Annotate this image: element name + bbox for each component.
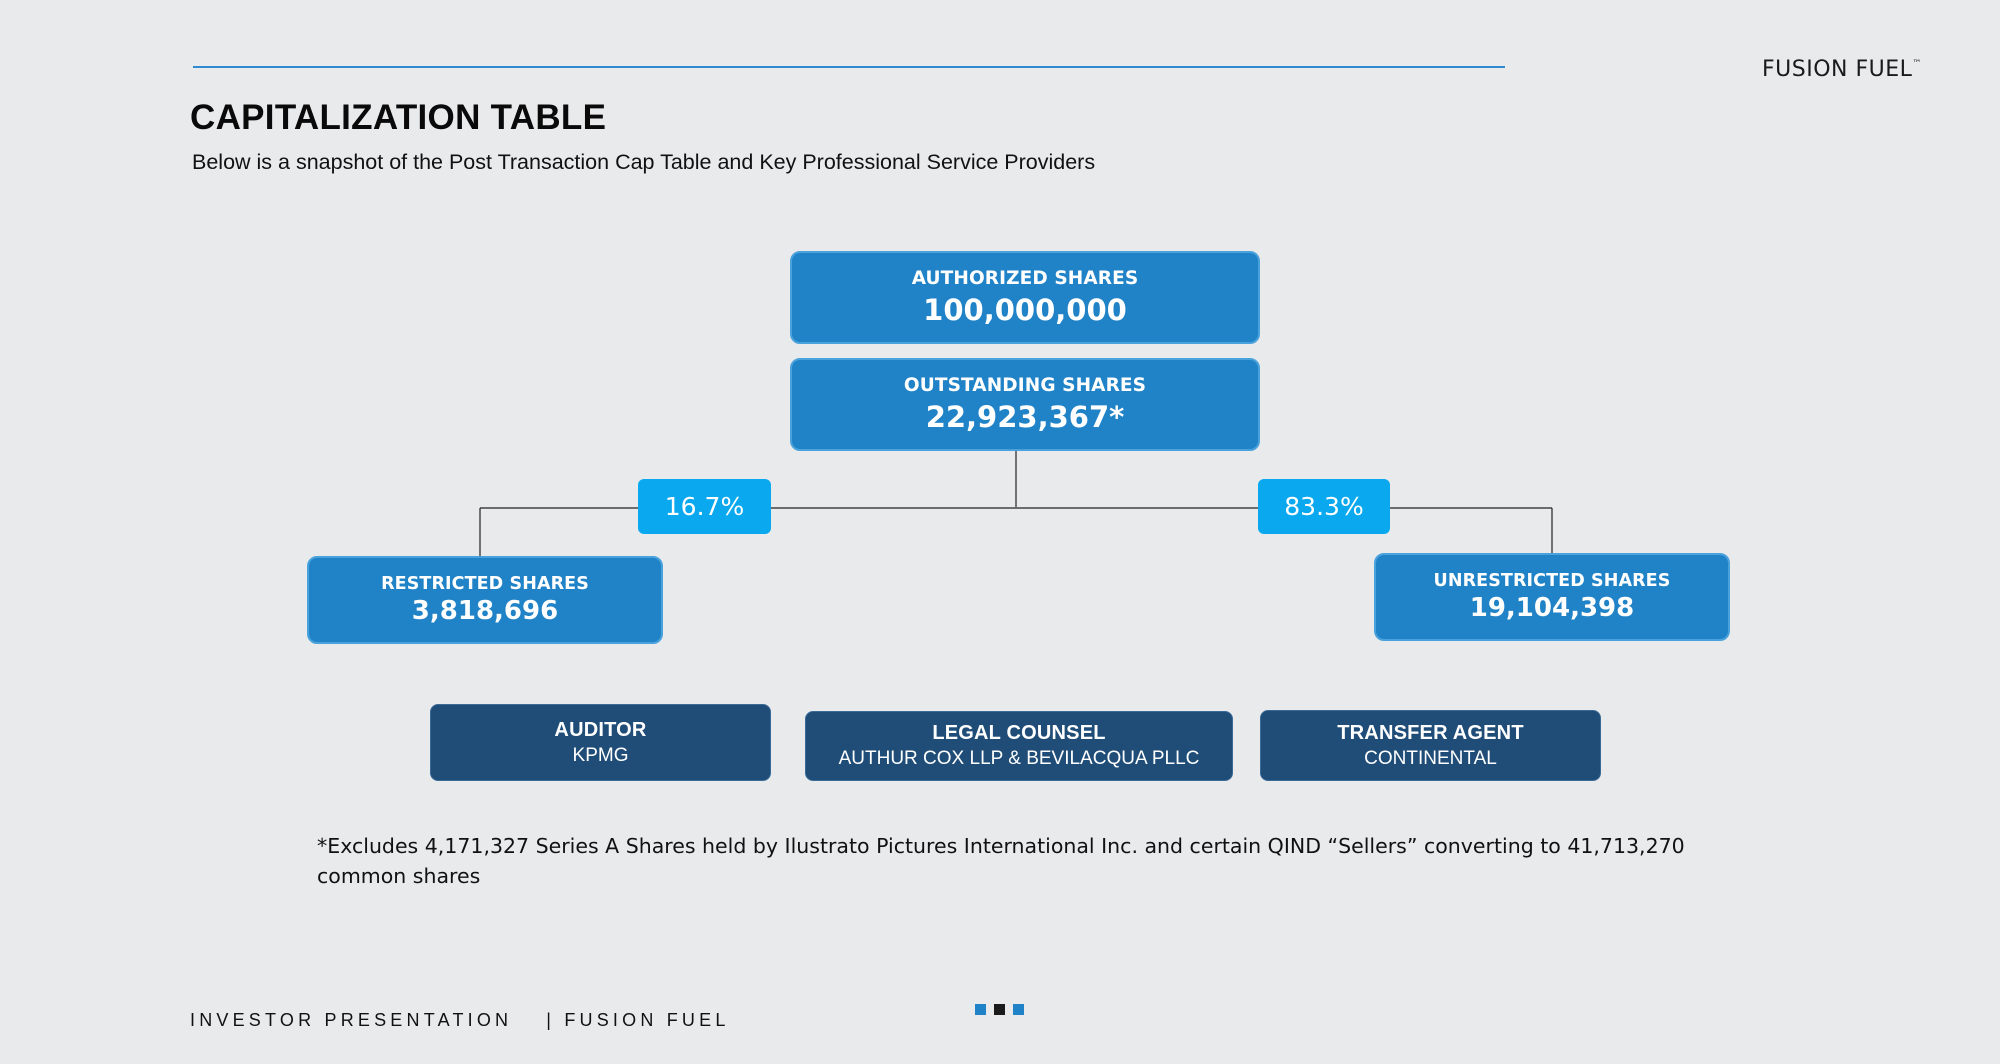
outstanding-shares-box: OUTSTANDING SHARES 22,923,367* <box>790 358 1260 451</box>
restricted-percent-badge: 16.7% <box>638 479 771 534</box>
unrestricted-shares-value: 19,104,398 <box>1469 593 1635 623</box>
footer-presentation-label: INVESTOR PRESENTATION <box>190 1010 513 1030</box>
legal-counsel-box: LEGAL COUNSEL AUTHUR COX LLP & BEVILACQU… <box>805 711 1233 781</box>
page-subtitle: Below is a snapshot of the Post Transact… <box>192 150 1096 174</box>
restricted-shares-label: RESTRICTED SHARES <box>381 574 589 594</box>
legal-counsel-label: LEGAL COUNSEL <box>932 722 1106 744</box>
unrestricted-shares-label: UNRESTRICTED SHARES <box>1433 571 1671 591</box>
transfer-agent-box: TRANSFER AGENT CONTINENTAL <box>1260 710 1601 781</box>
unrestricted-percent-badge: 83.3% <box>1258 479 1390 534</box>
unrestricted-shares-box: UNRESTRICTED SHARES 19,104,398 <box>1374 553 1730 641</box>
page-dot <box>1013 1004 1024 1015</box>
auditor-name: KPMG <box>572 744 629 766</box>
authorized-shares-box: AUTHORIZED SHARES 100,000,000 <box>790 251 1260 344</box>
page-dot-current <box>994 1004 1005 1015</box>
page-title: CAPITALIZATION TABLE <box>190 98 607 137</box>
auditor-box: AUDITOR KPMG <box>430 704 771 781</box>
restricted-shares-box: RESTRICTED SHARES 3,818,696 <box>307 556 663 644</box>
authorized-shares-value: 100,000,000 <box>923 293 1127 327</box>
brand-logo: FUSION FUEL™ <box>1762 57 1922 82</box>
authorized-shares-label: AUTHORIZED SHARES <box>911 268 1139 289</box>
footer: INVESTOR PRESENTATION | FUSION FUEL <box>190 1010 730 1031</box>
auditor-label: AUDITOR <box>554 718 647 741</box>
page-indicator <box>975 1004 1024 1015</box>
transfer-agent-name: CONTINENTAL <box>1364 747 1497 769</box>
header-rule <box>193 66 1505 68</box>
footnote: *Excludes 4,171,327 Series A Shares held… <box>317 834 1685 888</box>
page-dot <box>975 1004 986 1015</box>
legal-counsel-name: AUTHUR COX LLP & BEVILACQUA PLLC <box>838 748 1200 769</box>
transfer-agent-label: TRANSFER AGENT <box>1337 721 1524 744</box>
footer-brand-label: | FUSION FUEL <box>546 1010 730 1030</box>
restricted-shares-value: 3,818,696 <box>411 596 559 626</box>
outstanding-shares-label: OUTSTANDING SHARES <box>903 375 1147 396</box>
outstanding-shares-value: 22,923,367* <box>925 400 1125 434</box>
